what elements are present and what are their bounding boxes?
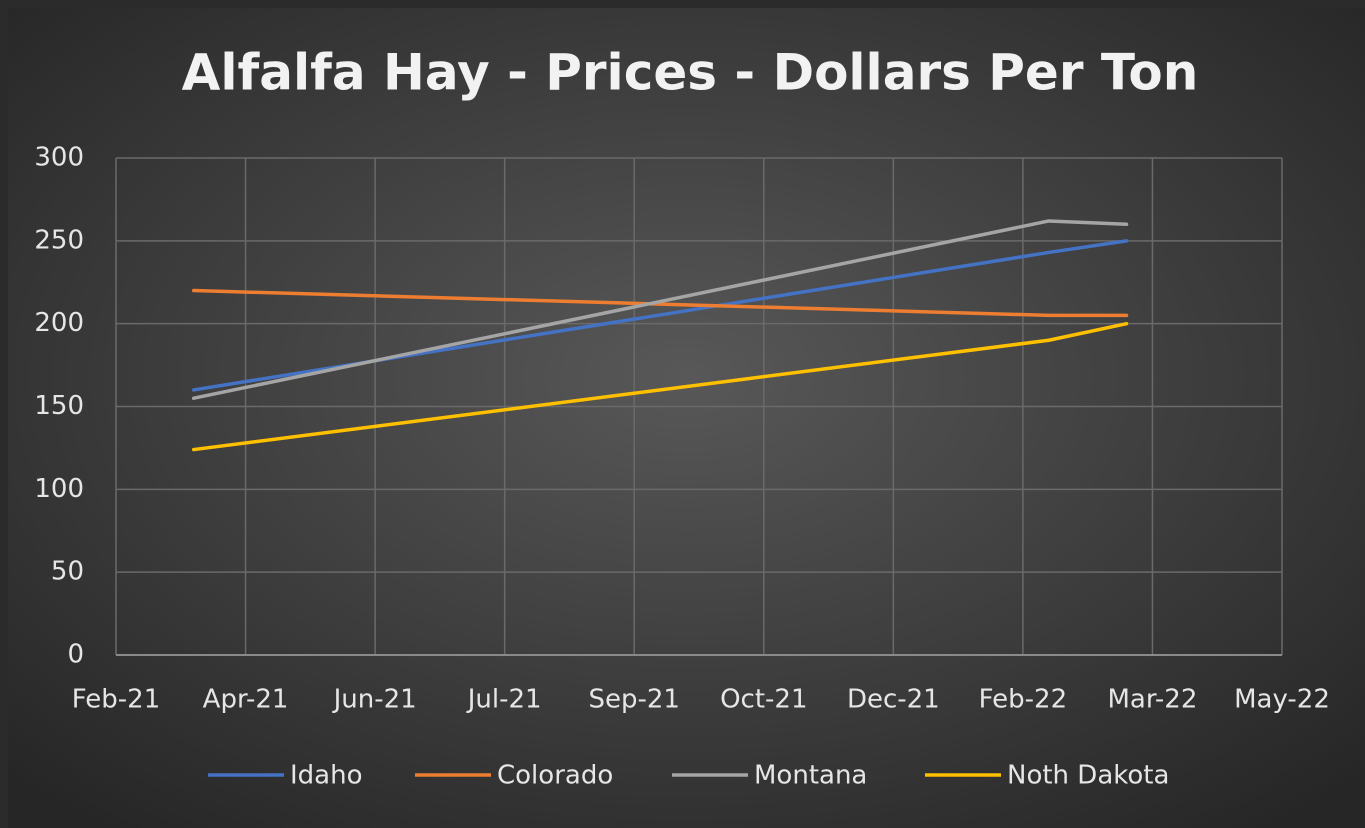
y-tick-label: 50 <box>51 557 84 587</box>
x-tick-label: Mar-22 <box>1108 685 1198 715</box>
x-tick-label: Oct-21 <box>720 685 807 715</box>
x-tick-label: Feb-21 <box>72 685 161 715</box>
y-tick-label: 150 <box>34 391 84 421</box>
legend-label: Colorado <box>497 761 613 791</box>
series-line <box>191 288 1129 318</box>
y-tick-label: 200 <box>34 308 84 338</box>
x-tick-label: Apr-21 <box>203 685 289 715</box>
y-tick-label: 100 <box>34 474 84 504</box>
legend-label: Idaho <box>290 761 363 791</box>
x-tick-label: Jul-21 <box>466 685 542 715</box>
legend-label: Montana <box>754 761 867 791</box>
background <box>8 8 1365 828</box>
series-line <box>191 219 1129 400</box>
x-tick-label: May-22 <box>1234 685 1330 715</box>
y-tick-label: 300 <box>34 143 84 173</box>
series-line <box>191 321 1129 452</box>
chart-title: Alfalfa Hay - Prices - Dollars Per Ton <box>182 44 1199 102</box>
legend-label: Noth Dakota <box>1007 761 1169 791</box>
series-line <box>191 239 1129 392</box>
x-tick-label: Dec-21 <box>847 685 940 715</box>
y-tick-label: 250 <box>34 225 84 255</box>
x-tick-label: Sep-21 <box>588 685 679 715</box>
x-tick-label: Jun-21 <box>332 685 417 715</box>
y-tick-label: 0 <box>67 640 84 670</box>
x-tick-label: Feb-22 <box>979 685 1068 715</box>
